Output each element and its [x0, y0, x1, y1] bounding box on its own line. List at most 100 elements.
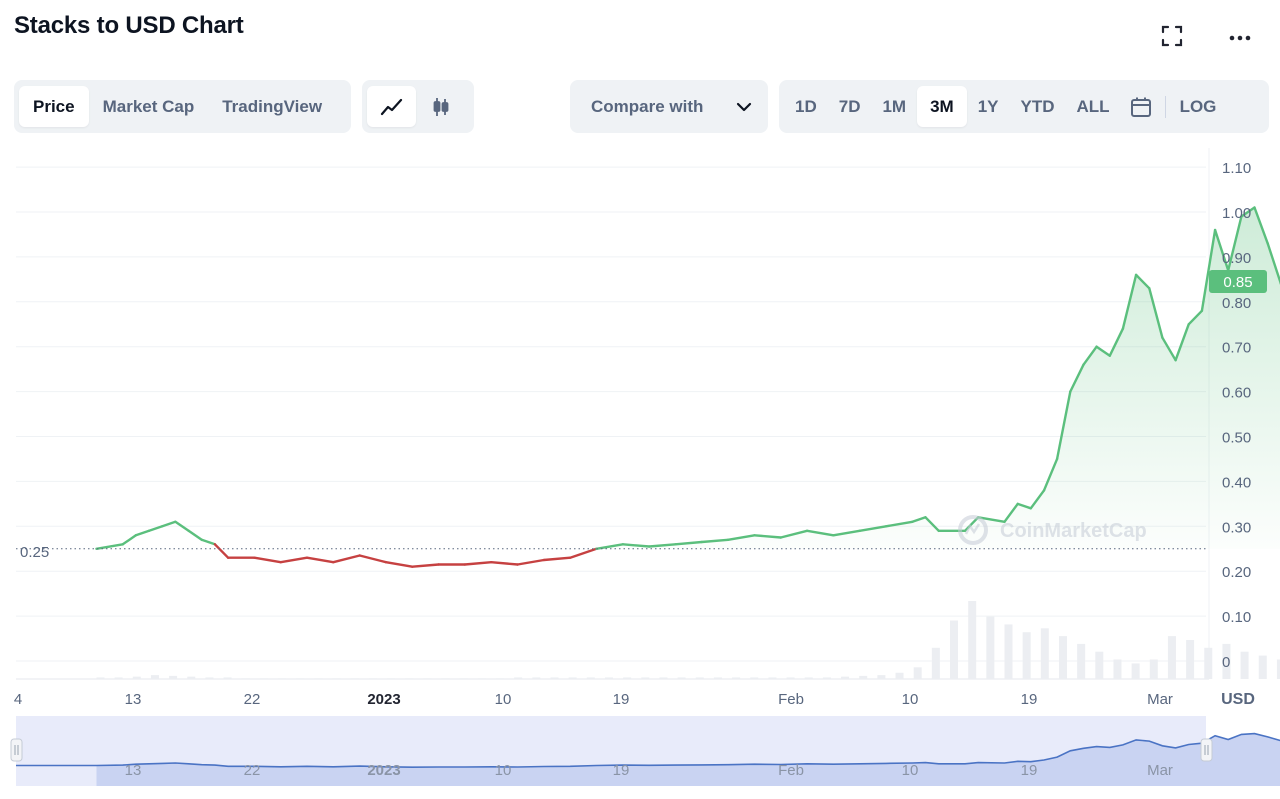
- volume-bar: [822, 677, 831, 679]
- price-line-segment: [1016, 502, 1033, 510]
- price-line-segment: [358, 554, 388, 564]
- price-line-segment: [134, 529, 151, 537]
- line-chart-icon[interactable]: [367, 86, 416, 127]
- x-tick-label: 10: [495, 691, 512, 708]
- price-line-segment: [121, 534, 138, 546]
- volume-bar: [532, 677, 541, 679]
- volume-bar: [477, 678, 486, 679]
- navigator-tick-label: Feb: [778, 762, 804, 779]
- y-axis-unit-label: USD: [1221, 691, 1255, 708]
- time-range-selector: 1D 7D 1M 3M 1Y YTD ALL LOG: [779, 80, 1269, 133]
- candlestick-chart-icon[interactable]: [416, 86, 465, 127]
- tab-tradingview[interactable]: TradingView: [222, 96, 323, 116]
- volume-bar: [568, 677, 577, 679]
- chart-tabs: Price Market Cap TradingView: [14, 80, 351, 133]
- price-line-segment: [332, 554, 361, 564]
- navigator-line: [16, 732, 1280, 769]
- volume-bar: [732, 677, 741, 679]
- volume-bar: [913, 667, 922, 679]
- volume-bar: [768, 677, 777, 679]
- x-tick-label: 10: [902, 691, 919, 708]
- price-line-segment: [726, 534, 756, 541]
- reference-price-label: 0.25: [20, 544, 49, 561]
- fullscreen-icon[interactable]: [1158, 22, 1186, 50]
- volume-bar: [241, 678, 250, 679]
- volume-bar: [750, 677, 759, 679]
- x-tick-label: 4: [14, 691, 22, 708]
- price-line-segment: [516, 558, 546, 566]
- volume-bar: [387, 678, 396, 679]
- price-line-segment: [700, 538, 730, 544]
- page-title: Stacks to USD Chart: [14, 12, 244, 39]
- volume-bar: [695, 677, 704, 679]
- volume-bar: [550, 677, 559, 679]
- price-line-segment: [805, 529, 835, 537]
- price-line-segment: [753, 534, 782, 539]
- volume-bar: [514, 677, 523, 679]
- volume-bar: [950, 620, 959, 679]
- navigator-area: [96, 733, 1280, 786]
- volume-bar: [841, 676, 850, 679]
- x-tick-label: 19: [1021, 691, 1038, 708]
- range-1m[interactable]: 1M: [882, 96, 907, 116]
- navigator-tick-label: 19: [613, 762, 630, 779]
- watermark-text: CoinMarketCap: [1000, 520, 1147, 542]
- price-line-segment: [621, 543, 651, 548]
- price-line-segment: [200, 538, 217, 546]
- volume-bar: [895, 672, 904, 679]
- price-line-segment: [1226, 215, 1243, 272]
- tab-market-cap[interactable]: Market Cap: [102, 96, 195, 116]
- volume-bar: [877, 675, 886, 679]
- price-line-segment: [1069, 363, 1085, 393]
- volume-bar: [786, 677, 795, 679]
- compare-with-dropdown[interactable]: Compare with: [570, 80, 768, 133]
- volume-bar: [187, 676, 196, 679]
- volume-bar: [1204, 647, 1213, 679]
- navigator-left-handle[interactable]: [10, 738, 23, 762]
- range-navigator[interactable]: 13 22 2023 10 19 Feb 10 19 Mar: [10, 716, 1280, 786]
- price-line-segment: [279, 556, 309, 564]
- range-1y[interactable]: 1Y: [977, 96, 999, 116]
- range-3m[interactable]: 3M: [917, 86, 967, 127]
- price-chart[interactable]: 0.25 CoinMarketCap 1.10 1.00 0.90 0.80 0.70 0…: [0, 140, 1280, 799]
- volume-bar: [96, 677, 105, 679]
- price-line-segment: [463, 561, 493, 566]
- calendar-icon[interactable]: [1121, 86, 1161, 127]
- y-tick-label: 1.10: [1222, 160, 1251, 177]
- price-line-segment: [884, 520, 914, 528]
- price-line-segment: [1266, 242, 1280, 285]
- volume-bar: [623, 677, 632, 679]
- volume-bar: [259, 678, 268, 679]
- volume-bar: [368, 678, 377, 679]
- price-line-segment: [1161, 336, 1177, 362]
- price-line-segment: [963, 516, 980, 532]
- volume-bar: [1095, 651, 1104, 679]
- volume-bar: [423, 678, 432, 679]
- range-1d[interactable]: 1D: [795, 96, 817, 116]
- price-line-segment: [1003, 502, 1019, 523]
- volume-bar: [314, 678, 323, 679]
- volume-bar: [169, 675, 178, 679]
- volume-bar: [1186, 640, 1195, 679]
- price-line-segment: [911, 516, 927, 523]
- volume-bar: [1058, 636, 1067, 679]
- range-all[interactable]: ALL: [1076, 96, 1110, 116]
- volume-bar: [641, 677, 650, 679]
- volume-bar: [1222, 643, 1231, 679]
- range-7d[interactable]: 7D: [838, 96, 861, 116]
- navigator-right-handle[interactable]: [1200, 738, 1213, 762]
- volume-bar: [968, 601, 977, 679]
- price-line-segment: [832, 529, 861, 537]
- volume-bar: [604, 677, 613, 679]
- volume-bar: [150, 675, 159, 679]
- volume-bar: [459, 678, 468, 679]
- price-line-segment: [1174, 323, 1190, 362]
- price-line-segment: [648, 543, 677, 548]
- log-scale-toggle[interactable]: LOG: [1179, 96, 1217, 116]
- more-options-icon[interactable]: [1226, 22, 1254, 50]
- price-line-segment: [174, 520, 190, 532]
- tab-price[interactable]: Price: [19, 86, 89, 127]
- x-tick-label: 22: [244, 691, 261, 708]
- volume-bar: [986, 616, 995, 679]
- range-ytd[interactable]: YTD: [1020, 96, 1055, 116]
